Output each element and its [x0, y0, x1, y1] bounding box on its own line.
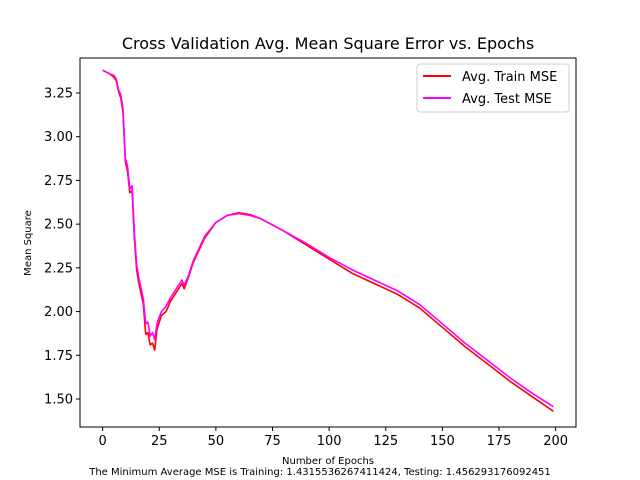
- series-line-test: [102, 69, 554, 408]
- x-tick-label: 25: [151, 434, 168, 449]
- plot-frame: [79, 57, 577, 428]
- x-tick-label: 150: [430, 434, 455, 449]
- x-tick-label: 200: [543, 434, 568, 449]
- chart-caption: The Minimum Average MSE is Training: 1.4…: [88, 467, 551, 478]
- legend-frame: [416, 63, 570, 113]
- x-tick-label: 100: [317, 434, 342, 449]
- chart-title: Cross Validation Avg. Mean Square Error …: [122, 34, 534, 53]
- y-tick-label: 3.00: [44, 130, 73, 145]
- y-tick-label: 1.50: [44, 393, 73, 408]
- y-tick-label: 2.25: [44, 261, 73, 276]
- legend-label-train: Avg. Train MSE: [462, 70, 557, 85]
- x-axis-label: Number of Epochs: [282, 456, 374, 467]
- y-tick-label: 3.25: [44, 86, 73, 101]
- x-tick-label: 125: [373, 434, 398, 449]
- x-tick-label: 0: [99, 434, 107, 449]
- y-tick-label: 2.75: [44, 174, 73, 189]
- y-axis-label: Mean Square: [23, 210, 34, 276]
- y-tick-label: 2.50: [44, 218, 73, 233]
- y-tick-label: 2.00: [44, 305, 73, 320]
- legend: Avg. Train MSE Avg. Test MSE: [416, 63, 570, 113]
- y-tick-label: 1.75: [44, 349, 73, 364]
- x-tick-label: 175: [487, 434, 512, 449]
- x-tick-label: 50: [208, 434, 225, 449]
- legend-label-test: Avg. Test MSE: [462, 92, 552, 107]
- x-tick-label: 75: [264, 434, 281, 449]
- plot-area: 0 25 50 75 100 125 150 175 200 1.50 1.75 2.00 2.25 2.…: [44, 57, 577, 449]
